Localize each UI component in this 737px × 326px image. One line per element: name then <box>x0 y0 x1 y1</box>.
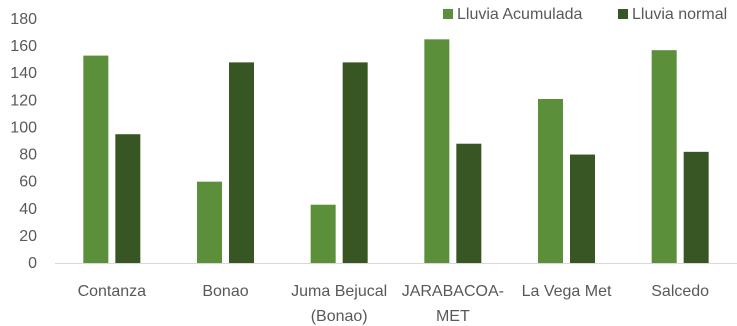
legend-swatch <box>443 9 453 19</box>
legend: Lluvia Acumulada Lluvia normal <box>443 6 727 23</box>
legend-swatch <box>618 9 628 19</box>
y-tick-label: 140 <box>10 65 37 82</box>
bar-lluvia-normal <box>342 62 368 263</box>
bar-lluvia-acumulada <box>538 98 563 263</box>
y-tick-label: 80 <box>19 147 37 164</box>
x-category-label: Salcedo <box>651 283 709 300</box>
x-category-label: Juma Bejucal (Bonao) <box>291 283 387 325</box>
bar-lluvia-normal <box>115 134 141 263</box>
y-tick-label: 180 <box>10 11 37 28</box>
bar-lluvia-normal <box>229 62 254 263</box>
x-category-label: JARABACOA-MET <box>402 283 504 325</box>
x-category-label: Contanza <box>78 283 147 300</box>
y-tick-label: 160 <box>10 38 37 55</box>
bar-lluvia-normal <box>570 154 595 263</box>
legend-label: Lluvia normal <box>632 6 727 23</box>
bar-lluvia-acumulada <box>310 204 336 263</box>
bar-lluvia-acumulada <box>83 55 109 263</box>
y-tick-label: 120 <box>10 92 37 109</box>
bars <box>83 39 709 264</box>
y-tick-label: 40 <box>19 201 37 218</box>
y-axis: 0 20 40 60 80 100 120 140 160 180 <box>10 11 37 272</box>
y-tick-label: 0 <box>28 255 37 272</box>
legend-label: Lluvia Acumulada <box>457 6 583 23</box>
bar-lluvia-acumulada <box>197 181 222 263</box>
y-tick-label: 20 <box>19 228 37 245</box>
y-tick-label: 100 <box>10 119 37 136</box>
bar-lluvia-acumulada <box>651 50 677 263</box>
x-category-label: La Vega Met <box>522 283 612 300</box>
bar-lluvia-normal <box>456 143 482 263</box>
bar-lluvia-acumulada <box>424 39 450 264</box>
x-category-label: Bonao <box>202 283 248 300</box>
bar-lluvia-normal <box>683 151 709 263</box>
y-tick-label: 60 <box>19 174 37 191</box>
x-axis-labels: Contanza Bonao Juma Bejucal (Bonao) JARABACO… <box>78 283 710 325</box>
